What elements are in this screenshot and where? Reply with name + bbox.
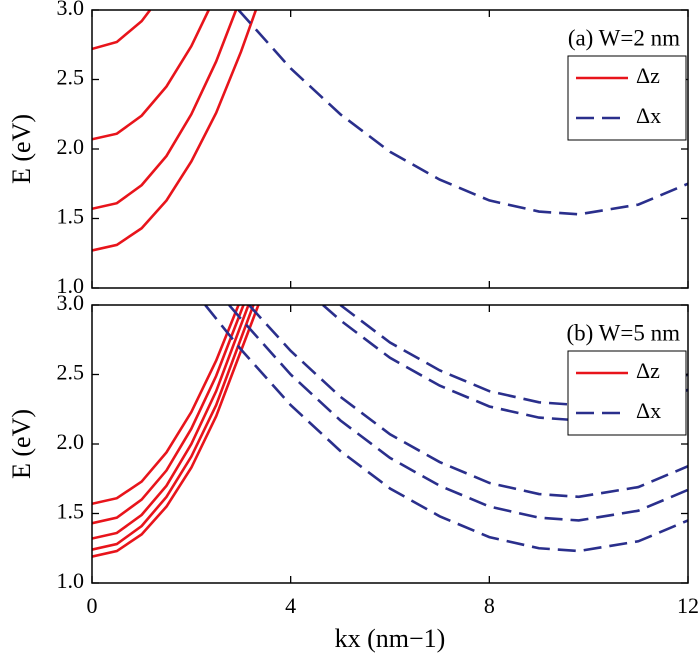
y-tick-label: 1.0 [57,273,85,298]
curve [92,10,210,141]
curve [92,10,152,51]
y-tick-label: 1.5 [57,499,85,524]
annotation: (b) W=5 nm [567,320,681,345]
y-tick-label: 2.0 [57,134,85,159]
curve [247,305,688,499]
legend-label: Δx [636,398,661,423]
plot-area [92,10,688,252]
legend-label: Δz [636,63,660,88]
y-tick-label: 2.5 [57,65,85,90]
y-axis-label: E (eV) [7,114,36,184]
x-tick-label: 0 [87,593,98,618]
plot-area [92,305,688,558]
curve [92,305,250,540]
legend-label: Δz [636,358,660,383]
x-axis-label: kx (nm−1) [335,624,446,653]
x-tick-label: 4 [285,593,296,618]
y-tick-label: 1.5 [57,204,85,229]
legend-box [567,350,687,436]
y-tick-label: 3.0 [57,0,85,20]
x-tick-label: 12 [677,593,699,618]
legend-label: Δx [636,103,661,128]
curve [92,305,245,525]
y-tick-label: 2.5 [57,360,85,385]
curve [228,305,688,522]
curve [92,305,260,558]
curve [204,305,688,553]
annotation: (a) W=2 nm [568,25,680,50]
curve [92,10,258,252]
curve [237,10,688,216]
curve [92,305,240,506]
curve [92,10,238,211]
axes-frame [91,9,689,289]
y-axis-label: E (eV) [7,409,36,479]
y-tick-label: 1.0 [57,568,85,593]
x-tick-label: 8 [484,593,495,618]
curve [92,305,255,551]
legend-box [567,55,687,141]
y-tick-label: 3.0 [57,290,85,315]
y-tick-label: 2.0 [57,429,85,454]
